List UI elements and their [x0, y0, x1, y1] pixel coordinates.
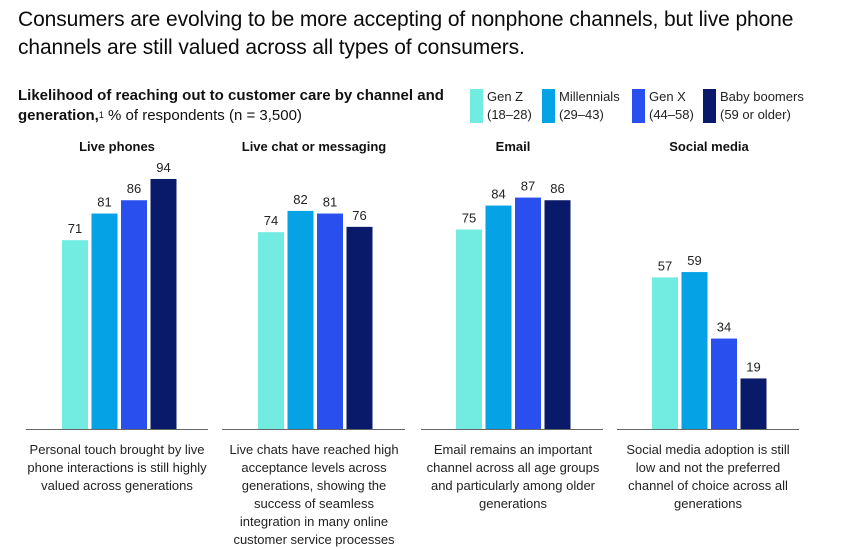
bar-live-chat-or-messaging-gen-z [258, 232, 284, 429]
bar-live-phones-gen-z [62, 240, 88, 429]
data-label: 19 [746, 359, 760, 374]
bar-social-media-baby-boomers [740, 378, 767, 429]
bar-social-media-gen-x [711, 338, 737, 429]
note-live-phones: Personal touch brought by live phone int… [27, 442, 207, 493]
bar-live-phones-gen-x [121, 200, 147, 429]
bar-social-media-millennials [681, 272, 708, 429]
panel-title-live-phones: Live phones [79, 139, 155, 154]
bar-email-gen-x [515, 197, 541, 429]
panel-title-social-media: Social media [669, 139, 749, 154]
bar-email-gen-z [456, 229, 482, 429]
data-label: 94 [156, 160, 170, 175]
chart-subtitle: Likelihood of reaching out to customer c… [18, 86, 458, 126]
data-label: 59 [687, 253, 701, 268]
legend-swatch-baby-boomers [703, 89, 716, 123]
legend-label: Millennials [559, 89, 620, 104]
legend-range: (44–58) [649, 107, 694, 122]
bar-live-phones-millennials [91, 213, 118, 429]
data-label: 81 [97, 195, 111, 210]
bar-email-millennials [485, 205, 512, 429]
panel-title-email: Email [496, 139, 531, 154]
bar-social-media-gen-z [652, 277, 678, 429]
legend-label: Gen X [649, 89, 686, 104]
data-label: 86 [550, 181, 564, 196]
legend-label: Gen Z [487, 89, 524, 104]
bar-live-phones-baby-boomers [150, 178, 177, 429]
bar-live-chat-or-messaging-gen-x [317, 213, 343, 429]
legend-range: (18–28) [487, 107, 532, 122]
legend-label: Baby boomers [720, 89, 804, 104]
subtitle-rest: % of respondents (n = 3,500) [103, 107, 302, 124]
headline: Consumers are evolving to be more accept… [18, 8, 794, 59]
legend-swatch-gen-x [632, 89, 645, 123]
data-label: 82 [293, 192, 307, 207]
data-label: 74 [264, 213, 278, 228]
data-label: 75 [462, 211, 476, 226]
data-label: 81 [323, 195, 337, 210]
data-label: 76 [352, 208, 366, 223]
data-label: 71 [68, 221, 82, 236]
panel-title-live-chat-or-messaging: Live chat or messaging [242, 139, 387, 154]
note-live-chat: Live chats have reached high acceptance … [229, 442, 399, 547]
data-label: 57 [658, 258, 672, 273]
legend-swatch-gen-z [470, 89, 483, 123]
legend-range: (59 or older) [720, 107, 791, 122]
bar-live-chat-or-messaging-baby-boomers [346, 226, 373, 429]
data-label: 86 [127, 181, 141, 196]
bar-email-baby-boomers [544, 200, 571, 429]
data-label: 84 [491, 187, 505, 202]
legend-swatch-millennials [542, 89, 555, 123]
footnote-marker: 1 [98, 110, 104, 120]
note-email: Email remains an important channel acros… [426, 442, 600, 511]
subtitle-bold: Likelihood of reaching out to customer c… [18, 87, 444, 124]
data-label: 34 [717, 320, 731, 335]
data-label: 87 [521, 179, 535, 194]
legend-range: (29–43) [559, 107, 604, 122]
bar-live-chat-or-messaging-millennials [287, 210, 314, 429]
note-social-media: Social media adoption is still low and n… [626, 442, 790, 511]
